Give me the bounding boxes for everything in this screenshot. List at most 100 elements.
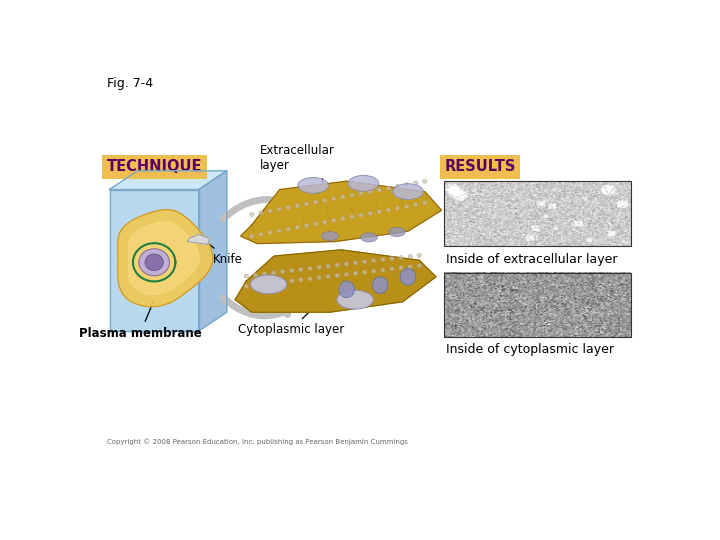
Ellipse shape [271, 281, 276, 285]
Ellipse shape [262, 272, 266, 276]
Ellipse shape [408, 265, 413, 269]
Ellipse shape [392, 184, 423, 199]
Ellipse shape [405, 204, 409, 208]
Ellipse shape [399, 266, 403, 270]
Ellipse shape [344, 262, 348, 266]
Ellipse shape [317, 275, 321, 280]
Text: Fig. 7-4: Fig. 7-4 [107, 77, 153, 90]
Ellipse shape [359, 213, 364, 217]
Ellipse shape [250, 234, 254, 238]
Ellipse shape [295, 225, 300, 229]
Ellipse shape [354, 261, 358, 265]
Ellipse shape [413, 202, 418, 207]
Ellipse shape [423, 201, 427, 205]
Ellipse shape [253, 273, 258, 277]
Ellipse shape [271, 271, 276, 275]
Text: Knife: Knife [207, 242, 243, 266]
Ellipse shape [331, 218, 336, 222]
Ellipse shape [251, 275, 287, 294]
Ellipse shape [395, 206, 400, 210]
Ellipse shape [323, 198, 327, 202]
Text: Proteins: Proteins [372, 189, 428, 216]
Ellipse shape [417, 264, 421, 268]
Text: RESULTS: RESULTS [444, 159, 516, 174]
Text: Inside of cytoplasmic layer: Inside of cytoplasmic layer [446, 343, 614, 356]
Ellipse shape [299, 267, 303, 272]
Polygon shape [118, 210, 213, 307]
Ellipse shape [344, 272, 348, 276]
Ellipse shape [268, 231, 272, 235]
Ellipse shape [258, 211, 263, 215]
Ellipse shape [258, 232, 263, 237]
Polygon shape [240, 181, 441, 244]
Ellipse shape [381, 258, 385, 262]
Ellipse shape [337, 291, 373, 309]
Ellipse shape [399, 255, 403, 260]
Ellipse shape [139, 249, 169, 276]
Text: Plasma membrane: Plasma membrane [79, 302, 202, 340]
Polygon shape [109, 190, 199, 331]
Ellipse shape [350, 215, 354, 219]
Ellipse shape [307, 266, 312, 271]
Ellipse shape [313, 200, 318, 204]
Ellipse shape [361, 233, 377, 242]
Ellipse shape [326, 274, 330, 279]
Ellipse shape [305, 202, 309, 206]
Ellipse shape [289, 268, 294, 273]
Ellipse shape [350, 193, 354, 197]
Ellipse shape [289, 279, 294, 283]
Ellipse shape [331, 197, 336, 201]
Ellipse shape [268, 209, 272, 213]
Ellipse shape [326, 264, 330, 268]
Ellipse shape [381, 268, 385, 272]
Ellipse shape [368, 190, 372, 194]
Text: Cytoplasmic layer: Cytoplasmic layer [238, 310, 344, 336]
Ellipse shape [354, 271, 358, 275]
Polygon shape [188, 234, 210, 245]
Ellipse shape [377, 210, 382, 214]
Ellipse shape [405, 183, 409, 187]
Ellipse shape [372, 269, 376, 273]
Ellipse shape [390, 256, 394, 261]
Ellipse shape [377, 188, 382, 192]
Ellipse shape [372, 259, 376, 263]
Ellipse shape [339, 281, 354, 298]
Ellipse shape [341, 217, 345, 221]
Ellipse shape [280, 269, 285, 274]
Ellipse shape [277, 207, 282, 211]
Bar [444, 273, 631, 337]
Ellipse shape [335, 263, 340, 267]
Ellipse shape [317, 265, 321, 269]
Ellipse shape [408, 254, 413, 259]
Ellipse shape [253, 284, 258, 287]
Text: TECHNIQUE: TECHNIQUE [107, 159, 202, 174]
Polygon shape [199, 171, 227, 331]
Polygon shape [235, 250, 436, 312]
Ellipse shape [295, 204, 300, 208]
Polygon shape [128, 222, 199, 294]
Ellipse shape [322, 232, 338, 241]
Ellipse shape [280, 280, 285, 284]
Bar [444, 181, 631, 246]
Ellipse shape [244, 274, 248, 278]
Ellipse shape [298, 178, 328, 193]
Ellipse shape [348, 176, 379, 191]
Text: Copyright © 2008 Pearson Education, Inc. publishing as Pearson Benjamin Cummings: Copyright © 2008 Pearson Education, Inc.… [107, 438, 408, 445]
Ellipse shape [389, 227, 405, 237]
Ellipse shape [341, 195, 345, 199]
Ellipse shape [372, 277, 388, 294]
Ellipse shape [368, 211, 372, 215]
Ellipse shape [313, 222, 318, 226]
Ellipse shape [386, 208, 391, 212]
Ellipse shape [262, 282, 266, 286]
Ellipse shape [307, 276, 312, 281]
Ellipse shape [323, 220, 327, 224]
Ellipse shape [277, 229, 282, 233]
Ellipse shape [250, 212, 254, 217]
Ellipse shape [413, 181, 418, 185]
Text: Extracellular
layer: Extracellular layer [260, 144, 335, 182]
Ellipse shape [286, 205, 290, 210]
Ellipse shape [390, 267, 394, 271]
Text: Inside of extracellular layer: Inside of extracellular layer [446, 253, 618, 266]
Ellipse shape [423, 179, 427, 183]
